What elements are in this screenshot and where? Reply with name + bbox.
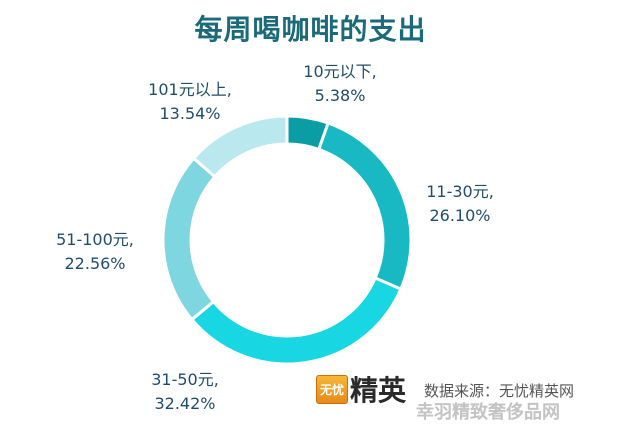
slice-category-label: 11-30元, — [426, 182, 494, 201]
logo: 无忧 精英 — [316, 372, 407, 407]
donut-slice-3 — [189, 276, 403, 366]
logo-badge: 无忧 — [316, 374, 349, 404]
donut-slice-4 — [161, 156, 217, 322]
slice-value-label: 22.56% — [64, 254, 126, 273]
slice-category-label: 31-50元, — [151, 370, 219, 389]
slice-value-label: 26.10% — [429, 206, 491, 225]
donut-slice-5 — [191, 114, 289, 179]
slice-label-4: 51-100元, 22.56% — [56, 228, 134, 276]
slice-value-label: 5.38% — [314, 86, 366, 105]
slice-category-label: 101元以上, — [148, 80, 232, 99]
watermark: 幸羽精致奢侈品网 — [416, 402, 560, 423]
slice-category-label: 51-100元, — [56, 230, 134, 249]
slice-value-label: 32.42% — [154, 394, 216, 413]
slice-label-2: 11-30元, 26.10% — [426, 180, 494, 228]
source-note: 数据来源：无忧精英网 — [424, 382, 575, 400]
slice-label-5: 101元以上, 13.54% — [148, 78, 232, 126]
slice-label-3: 31-50元, 32.42% — [151, 368, 219, 416]
slice-category-label: 10元以下, — [303, 62, 377, 81]
slice-value-label: 13.54% — [159, 104, 221, 123]
slice-label-1: 10元以下, 5.38% — [303, 60, 376, 108]
logo-text: 精英 — [350, 374, 407, 407]
donut-slice-2 — [316, 121, 413, 292]
chart-title: 每周喝咖啡的支出 — [194, 13, 427, 46]
